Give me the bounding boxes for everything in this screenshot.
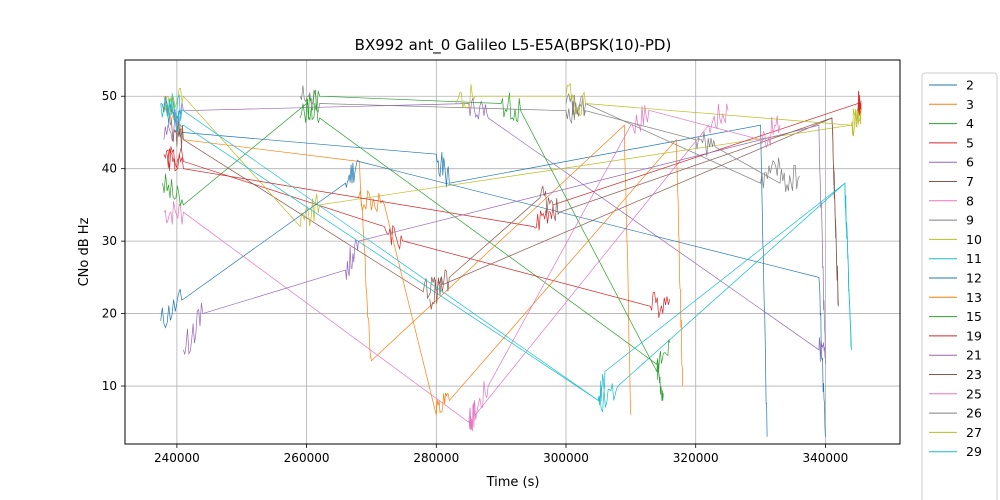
legend-label-2: 2 (966, 78, 974, 93)
x-tick-label: 260000 (284, 451, 330, 465)
legend-box (921, 72, 998, 500)
x-tick-label: 280000 (413, 451, 459, 465)
series-line-15 (299, 89, 671, 373)
legend-label-4: 4 (966, 116, 974, 131)
legend-label-5: 5 (966, 135, 974, 150)
legend-label-27: 27 (966, 425, 982, 440)
y-axis: 10 20 30 40 50 (102, 89, 125, 393)
legend-label-12: 12 (966, 271, 982, 286)
chart-title: BX992 ant_0 Galileo L5-E5A(BPSK(10)-PD) (355, 36, 672, 55)
series-line-27 (455, 82, 862, 137)
legend-label-10: 10 (966, 232, 982, 247)
series-line-23 (429, 117, 839, 310)
legend-label-13: 13 (966, 290, 982, 305)
series-line-9 (299, 85, 781, 189)
x-axis: 240000 260000 280000 300000 320000 340000 (154, 444, 848, 465)
series-line-21 (183, 124, 826, 365)
y-tick-label: 30 (102, 234, 117, 248)
legend-label-21: 21 (966, 348, 982, 363)
x-axis-label: Time (s) (486, 475, 540, 490)
legend-label-8: 8 (966, 193, 974, 208)
series-line-13 (358, 138, 684, 416)
x-tick-label: 300000 (543, 451, 589, 465)
series-line-3 (163, 96, 632, 416)
series-line-12 (160, 159, 826, 437)
legend-label-3: 3 (966, 97, 974, 112)
series-line-5 (166, 147, 671, 318)
y-tick-label: 40 (102, 162, 117, 176)
y-axis-label: CNo dB Hz (77, 217, 92, 286)
series-line-25 (468, 105, 781, 430)
legend-label-19: 19 (966, 328, 982, 343)
x-tick-label: 340000 (803, 451, 849, 465)
series-line-29 (163, 93, 852, 406)
y-tick-label: 50 (102, 89, 117, 103)
series-line-8 (163, 103, 729, 432)
legend-label-25: 25 (966, 386, 982, 401)
series-layer (160, 82, 862, 437)
legend-label-11: 11 (966, 251, 982, 266)
legend-label-7: 7 (966, 174, 974, 189)
x-tick-label: 240000 (154, 451, 200, 465)
legend-label-15: 15 (966, 309, 982, 324)
x-tick-label: 320000 (673, 451, 719, 465)
y-tick-label: 10 (102, 379, 117, 393)
legend-label-9: 9 (966, 213, 974, 228)
series-line-19 (163, 90, 862, 231)
plot-frame (124, 59, 901, 445)
y-tick-label: 20 (102, 307, 117, 321)
legend-label-29: 29 (966, 444, 982, 459)
legend-label-23: 23 (966, 367, 982, 382)
series-line-4 (162, 94, 664, 401)
series-line-6 (163, 98, 826, 362)
series-line-7 (170, 117, 839, 307)
legend-label-26: 26 (966, 406, 982, 421)
legend-label-6: 6 (966, 155, 974, 170)
